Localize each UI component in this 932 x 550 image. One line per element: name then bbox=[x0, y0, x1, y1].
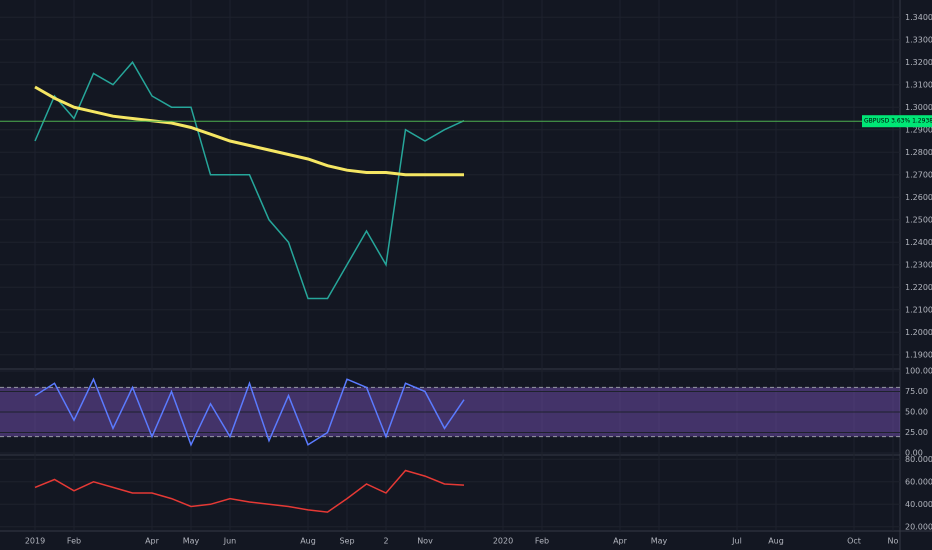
x-tick-label: May bbox=[183, 537, 200, 546]
x-tick-label: Feb bbox=[535, 537, 549, 546]
y-tick-label: 40.0000 bbox=[905, 500, 932, 509]
series-line bbox=[34, 469, 465, 513]
x-tick-label: Apr bbox=[145, 537, 160, 546]
y-tick-label: 0.00 bbox=[905, 449, 923, 458]
price-label-box bbox=[862, 115, 932, 128]
x-tick-label: 2 bbox=[383, 537, 388, 546]
x-tick-label: No bbox=[888, 537, 899, 546]
series-line bbox=[34, 377, 465, 447]
series-line bbox=[34, 60, 465, 300]
series-line bbox=[34, 85, 464, 177]
x-tick-label: May bbox=[651, 537, 668, 546]
y-tick-label: 50.00 bbox=[905, 408, 928, 417]
x-tick-label: Oct bbox=[847, 537, 861, 546]
y-tick-label: 1.2300 bbox=[905, 260, 932, 269]
x-tick-label: Aug bbox=[768, 537, 784, 546]
y-tick-label: 1.2400 bbox=[905, 238, 932, 247]
x-tick-label: 2019 bbox=[25, 537, 45, 546]
x-tick-label: Aug bbox=[300, 537, 316, 546]
y-tick-label: 100.00 bbox=[905, 367, 932, 376]
y-tick-label: 1.2900 bbox=[905, 125, 932, 134]
y-tick-label: 25.00 bbox=[905, 428, 928, 437]
y-tick-label: 1.1900 bbox=[905, 350, 932, 359]
y-tick-label: 1.3300 bbox=[905, 35, 932, 44]
y-tick-label: 1.2500 bbox=[905, 215, 932, 224]
y-tick-label: 1.2000 bbox=[905, 328, 932, 337]
y-tick-label: 1.2100 bbox=[905, 305, 932, 314]
y-tick-label: 1.2800 bbox=[905, 148, 932, 157]
y-tick-label: 80.0000 bbox=[905, 455, 932, 464]
y-tick-label: 75.00 bbox=[905, 387, 928, 396]
y-tick-label: 1.3400 bbox=[905, 13, 932, 22]
x-tick-label: Apr bbox=[613, 537, 628, 546]
y-tick-label: 1.3000 bbox=[905, 103, 932, 112]
y-tick-label: 1.3200 bbox=[905, 58, 932, 67]
y-tick-label: 1.2600 bbox=[905, 193, 932, 202]
price-label: GBPUSD 3.63% 1.2938 bbox=[864, 118, 932, 125]
y-tick-label: 1.3100 bbox=[905, 80, 932, 89]
y-tick-label: 60.0000 bbox=[905, 477, 932, 486]
x-tick-label: Jul bbox=[731, 537, 742, 546]
y-tick-label: 20.0000 bbox=[905, 522, 932, 531]
x-tick-label: Feb bbox=[67, 537, 81, 546]
x-tick-label: Nov bbox=[417, 537, 433, 546]
x-tick-label: Jun bbox=[223, 537, 237, 546]
y-tick-label: 1.2200 bbox=[905, 283, 932, 292]
y-tick-label: 1.2700 bbox=[905, 170, 932, 179]
x-tick-label: 2020 bbox=[493, 537, 513, 546]
x-tick-label: Sep bbox=[339, 537, 354, 546]
